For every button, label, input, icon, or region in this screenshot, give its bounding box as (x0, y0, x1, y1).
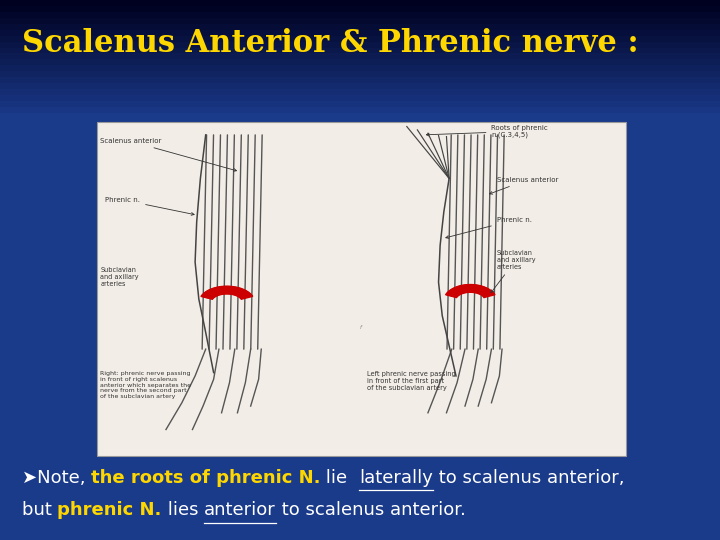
Text: but: but (22, 501, 57, 519)
Bar (0, 83, 720, 89)
Text: f: f (359, 325, 361, 330)
Text: Subclavian
and axillary
arteries: Subclavian and axillary arteries (100, 267, 139, 287)
Text: Phrenic n.: Phrenic n. (105, 197, 194, 215)
Polygon shape (201, 286, 253, 299)
Bar (0, 6, 720, 12)
Bar (0, 113, 720, 119)
Text: lies: lies (161, 501, 204, 519)
Bar (0, 42, 720, 48)
Text: Scalenus anterior: Scalenus anterior (490, 177, 558, 194)
Text: the roots of phrenic N.: the roots of phrenic N. (91, 469, 320, 487)
Text: lie: lie (320, 469, 359, 487)
Bar (0, 48, 720, 53)
Bar (0, 107, 720, 113)
Bar (0, 0, 720, 6)
Bar (0, 18, 720, 24)
Text: Left phrenic nerve passing
in front of the first part
of the subclavian artery: Left phrenic nerve passing in front of t… (367, 371, 456, 391)
Bar (0, 65, 720, 71)
Bar (0, 36, 720, 42)
Text: Phrenic n.: Phrenic n. (446, 217, 532, 238)
Text: to scalenus anterior,: to scalenus anterior, (433, 469, 624, 487)
Bar (0, 77, 720, 83)
Polygon shape (446, 285, 495, 298)
Text: phrenic N.: phrenic N. (57, 501, 161, 519)
Text: Roots of phrenic
n.(C.3,4,5): Roots of phrenic n.(C.3,4,5) (426, 125, 548, 138)
Text: ➤Note,: ➤Note, (22, 469, 91, 487)
Bar (0, 24, 720, 30)
Text: laterally: laterally (359, 469, 433, 487)
Bar (0, 53, 720, 59)
Text: Scalenus Anterior & Phrenic nerve :: Scalenus Anterior & Phrenic nerve : (22, 28, 639, 59)
Bar (0, 95, 720, 101)
Bar (0, 30, 720, 36)
Bar (0, 101, 720, 107)
Bar (97, 122, 626, 456)
Text: anterior: anterior (204, 501, 276, 519)
Bar (0, 59, 720, 65)
Text: Subclavian
and axillary
arteries: Subclavian and axillary arteries (491, 250, 536, 293)
Text: Right: phrenic nerve passing
in front of right scalenus
anterior which separates: Right: phrenic nerve passing in front of… (100, 371, 192, 399)
Text: to scalenus anterior.: to scalenus anterior. (276, 501, 465, 519)
Bar (0, 71, 720, 77)
Bar (0, 89, 720, 95)
Bar (0, 12, 720, 18)
Text: Scalenus anterior: Scalenus anterior (100, 138, 236, 171)
